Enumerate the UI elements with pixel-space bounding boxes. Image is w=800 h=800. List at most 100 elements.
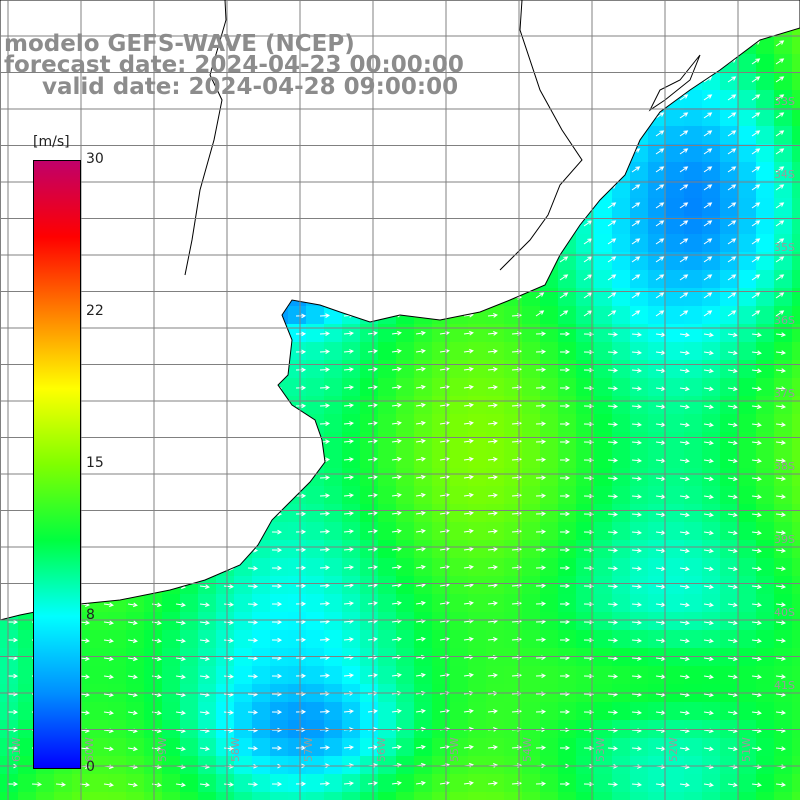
wind-arrow [679,386,690,392]
wind-cell [468,630,487,649]
wind-cell [666,612,685,631]
wind-cell [792,540,800,559]
wind-arrow [391,672,402,678]
wind-arrow [775,386,786,391]
wind-arrow [631,710,642,715]
wind-arrow [559,256,569,263]
wind-cell [612,306,631,325]
wind-arrow [583,619,595,625]
wind-cell [108,774,127,793]
wind-cell [594,396,613,415]
wind-arrow [535,565,547,571]
wind-cell [648,630,667,649]
wind-arrow [391,564,402,570]
wind-cell [306,612,325,631]
wind-cell [648,450,667,469]
wind-arrow [679,674,690,680]
wind-cell [666,774,685,793]
wind-arrow [631,350,642,355]
wind-arrow [463,330,474,336]
wind-arrow [703,566,714,572]
wind-cell [324,486,343,505]
wind-arrow [703,274,713,281]
wind-cell [360,792,379,800]
wind-cell [576,666,595,685]
wind-cell [684,144,703,163]
wind-cell [540,612,559,631]
wind-arrow [727,404,738,410]
wind-cell [792,306,800,325]
wind-cell [702,144,721,163]
wind-arrow [583,547,595,553]
wind-cell [684,216,703,235]
wind-cell [180,792,199,800]
wind-arrow [631,782,642,787]
wind-arrow [751,58,761,65]
wind-arrow [703,602,714,608]
wind-arrow [487,601,498,606]
wind-arrow [415,402,426,408]
wind-cell [540,738,559,757]
wind-cell [396,468,415,487]
wind-arrow [559,673,571,679]
wind-arrow [127,656,138,662]
wind-arrow [775,148,785,155]
wind-arrow [583,274,593,281]
wind-cell [108,648,127,667]
wind-cell [774,36,793,55]
wind-arrow [199,674,210,680]
wind-cell [612,630,631,649]
wind-cell [720,414,739,433]
wind-cell [576,792,595,800]
wind-arrow [655,166,665,173]
wind-arrow [463,708,474,714]
longitude-label: 52W [667,737,680,762]
wind-cell [792,396,800,415]
wind-cell [252,612,271,631]
wind-arrow [583,403,595,409]
wind-arrow [319,385,331,391]
wind-arrow [271,637,283,643]
wind-cell [756,288,775,307]
wind-arrow [631,256,641,263]
wind-cell [684,774,703,793]
wind-arrow [631,584,642,589]
wind-cell [756,666,775,685]
wind-arrow [775,530,786,535]
wind-cell [774,792,793,800]
wind-arrow [703,404,714,410]
wind-cell [594,540,613,559]
latitude-label: 34S [774,168,795,181]
wind-cell [396,414,415,433]
wind-cell [666,270,685,289]
wind-cell [594,648,613,667]
wind-cell [774,216,793,235]
wind-arrow [655,292,665,299]
wind-cell [540,792,559,800]
wind-arrow [343,529,354,534]
wind-cell [468,342,487,361]
wind-cell [774,90,793,109]
wind-arrow [751,184,761,191]
longitude-label: 60W [83,737,96,762]
wind-arrow [535,529,547,535]
wind-arrow [679,112,689,119]
wind-cell [666,450,685,469]
wind-cell [756,468,775,487]
wind-cell [90,612,109,631]
wind-cell [684,504,703,523]
wind-cell [792,126,800,145]
longitude-label: 51W [740,737,753,762]
wind-cell [234,630,253,649]
wind-arrow [103,746,114,752]
wind-cell [684,486,703,505]
wind-arrow [751,220,761,227]
wind-arrow [367,708,378,714]
wind-arrow [631,638,642,643]
wind-cell [792,144,800,163]
wind-arrow [367,456,378,462]
wind-cell [612,234,631,253]
wind-arrow [703,112,713,119]
wind-arrow [367,330,378,336]
wind-arrow [7,709,19,715]
